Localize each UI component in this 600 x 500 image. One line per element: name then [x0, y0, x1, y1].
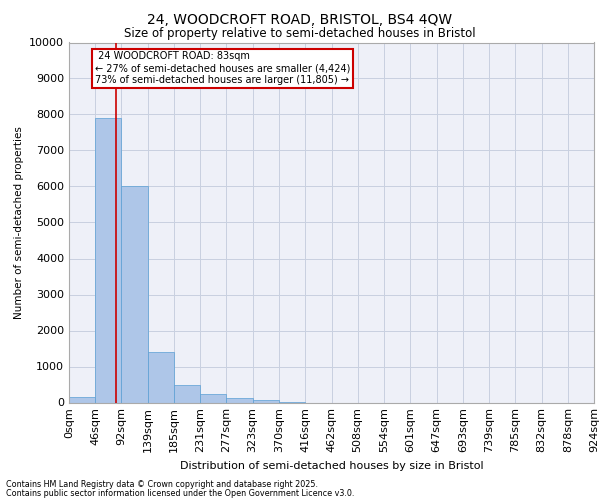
Bar	[148, 352, 174, 403]
Bar	[69, 397, 95, 402]
Bar	[226, 398, 253, 402]
Text: 24, WOODCROFT ROAD, BRISTOL, BS4 4QW: 24, WOODCROFT ROAD, BRISTOL, BS4 4QW	[148, 12, 452, 26]
Text: Contains HM Land Registry data © Crown copyright and database right 2025.: Contains HM Land Registry data © Crown c…	[6, 480, 318, 489]
Y-axis label: Number of semi-detached properties: Number of semi-detached properties	[14, 126, 23, 319]
Bar	[121, 186, 148, 402]
X-axis label: Distribution of semi-detached houses by size in Bristol: Distribution of semi-detached houses by …	[179, 461, 484, 471]
Text: 24 WOODCROFT ROAD: 83sqm
← 27% of semi-detached houses are smaller (4,424)
73% o: 24 WOODCROFT ROAD: 83sqm ← 27% of semi-d…	[95, 52, 350, 84]
Bar	[95, 118, 121, 403]
Bar	[253, 400, 279, 402]
Bar	[200, 394, 226, 402]
Bar	[174, 384, 200, 402]
Text: Contains public sector information licensed under the Open Government Licence v3: Contains public sector information licen…	[6, 488, 355, 498]
Text: Size of property relative to semi-detached houses in Bristol: Size of property relative to semi-detach…	[124, 28, 476, 40]
